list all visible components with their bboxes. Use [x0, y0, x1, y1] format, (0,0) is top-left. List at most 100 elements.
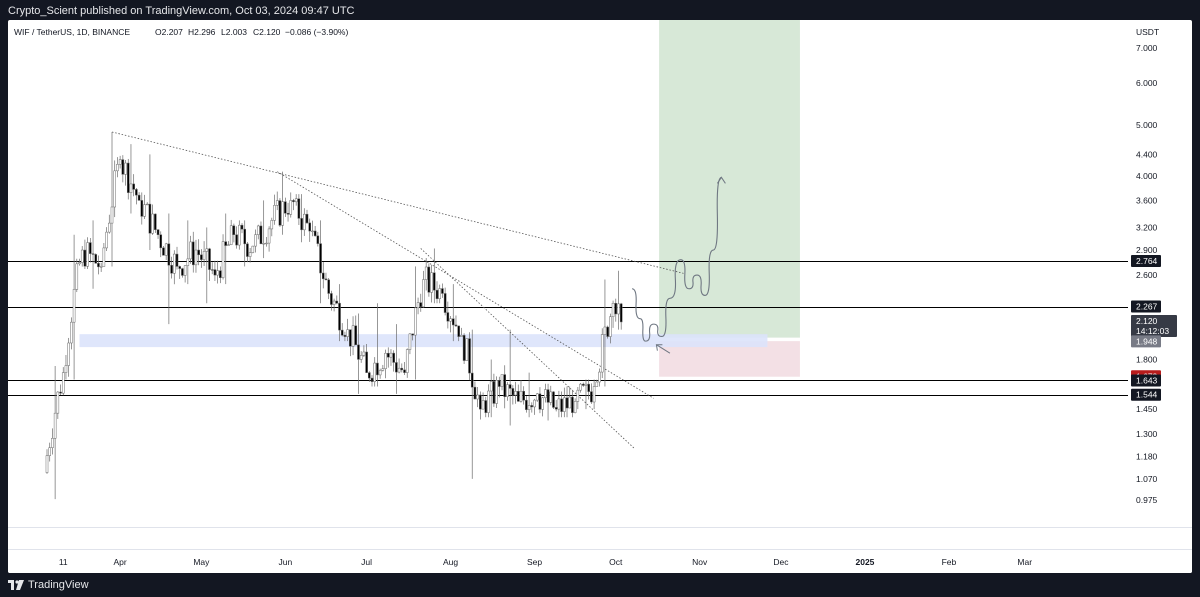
- candle-body: [110, 206, 114, 224]
- candle-body: [506, 384, 509, 397]
- candle-body: [535, 393, 539, 401]
- trendline: [420, 248, 636, 450]
- candle: [110, 131, 114, 267]
- candle-body: [373, 362, 377, 382]
- zones-layer: [79, 20, 800, 377]
- candle: [346, 318, 349, 342]
- candle-body: [86, 242, 89, 267]
- price-label-grey: 1.948: [1131, 335, 1161, 348]
- price-label-bg: [1131, 374, 1161, 387]
- candle-body: [362, 351, 366, 356]
- candle: [235, 226, 238, 249]
- candle-body: [59, 391, 62, 394]
- candle-body: [489, 381, 493, 392]
- candle: [576, 386, 580, 410]
- candle-body: [105, 231, 108, 249]
- candle-body: [51, 438, 54, 448]
- x-tick-label: Nov: [692, 557, 708, 567]
- candle: [354, 315, 358, 346]
- candle-body: [603, 326, 607, 335]
- candle-body: [256, 225, 260, 235]
- candle: [535, 393, 539, 402]
- chart-panel[interactable]: 7.000 6.000 5.000 4.400 4.000 3.600 3.200 2.900…: [8, 20, 1192, 573]
- candle-body: [433, 272, 436, 291]
- candle: [202, 241, 206, 266]
- candle: [108, 214, 111, 234]
- x-tick-label: Mar: [1017, 557, 1032, 567]
- candle-body: [581, 383, 585, 386]
- candle: [67, 337, 70, 377]
- candle: [587, 379, 590, 400]
- candle-body: [205, 248, 209, 252]
- candle: [330, 290, 333, 311]
- candle: [216, 260, 219, 284]
- candle-body: [522, 390, 525, 401]
- candle: [500, 374, 504, 391]
- candle: [609, 313, 612, 344]
- candle: [105, 227, 108, 251]
- candle: [75, 258, 79, 293]
- candle-body: [72, 289, 76, 323]
- candle: [503, 365, 507, 409]
- y-tick-label: 3.600: [1136, 195, 1158, 205]
- candle: [443, 287, 447, 316]
- candle: [256, 224, 260, 240]
- candle: [465, 338, 469, 361]
- candle-body: [424, 266, 428, 280]
- candle-body: [265, 242, 268, 245]
- candle: [516, 384, 520, 402]
- candle-body: [495, 380, 498, 404]
- candle: [167, 213, 171, 325]
- candle-body: [118, 159, 122, 165]
- candle-body: [170, 264, 173, 274]
- candle: [143, 194, 146, 220]
- candle-body: [248, 252, 252, 257]
- ohlc-open: O2.207: [155, 27, 183, 37]
- candle: [397, 358, 401, 374]
- candle: [427, 263, 431, 297]
- candle: [118, 155, 122, 169]
- candle-body: [416, 302, 420, 309]
- candle-body: [238, 224, 241, 246]
- candle: [479, 391, 482, 420]
- candle-body: [332, 300, 336, 305]
- candle: [487, 384, 490, 418]
- x-tick-label: 11: [59, 557, 68, 567]
- candle-body: [45, 455, 49, 473]
- candle: [213, 260, 217, 281]
- candle: [598, 368, 601, 387]
- candle-body: [411, 333, 414, 336]
- price-label-bg: [1131, 300, 1161, 313]
- candle: [365, 344, 368, 373]
- candle: [400, 363, 404, 373]
- candle-body: [400, 367, 404, 371]
- candle-body: [313, 230, 317, 237]
- candle: [45, 449, 49, 474]
- candle: [270, 217, 274, 237]
- candle-body: [592, 386, 596, 403]
- candle-body: [308, 222, 311, 232]
- price-label-text: 2.120: [1136, 316, 1158, 326]
- price-chart[interactable]: 7.000 6.000 5.000 4.400 4.000 3.600 3.200 2.900…: [8, 20, 1192, 573]
- candle: [246, 241, 249, 263]
- candle: [481, 392, 485, 410]
- brand[interactable]: TradingView: [8, 579, 89, 591]
- y-tick-label: 1.300: [1136, 429, 1158, 439]
- candle: [113, 160, 116, 218]
- candle: [492, 373, 496, 407]
- candle: [449, 315, 452, 333]
- candle-body: [376, 362, 379, 376]
- candle: [178, 265, 181, 279]
- price-label-bg: [1131, 335, 1161, 348]
- candle-body: [303, 213, 306, 231]
- candle-body: [80, 249, 84, 263]
- y-tick-label: 7.000: [1136, 43, 1158, 53]
- candle: [395, 324, 398, 394]
- price-label-black: 2.764: [1131, 255, 1161, 268]
- candle-body: [145, 203, 149, 206]
- candle-body: [590, 391, 593, 403]
- candle-body: [116, 164, 119, 172]
- candle: [124, 160, 127, 186]
- candle-body: [552, 391, 555, 408]
- candle-body: [492, 381, 496, 404]
